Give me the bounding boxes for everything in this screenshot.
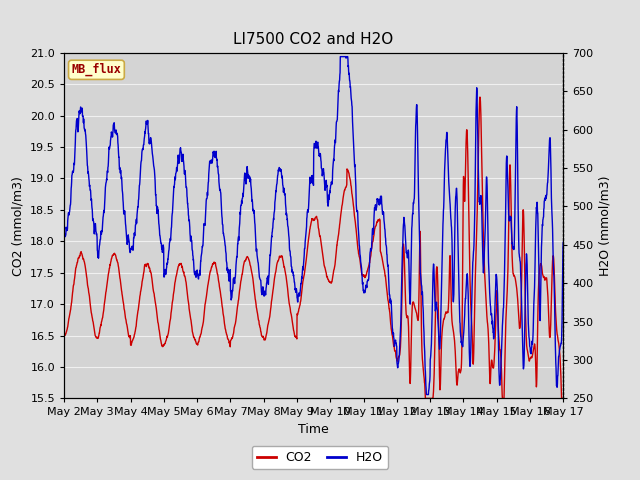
CO2 — [516, 325, 524, 331]
Legend: CO2, H2O: CO2, H2O — [252, 446, 388, 469]
Line: H2O: H2O — [64, 57, 563, 395]
H2O — [337, 54, 344, 60]
H2O — [339, 54, 346, 60]
Y-axis label: CO2 (mmol/m3): CO2 (mmol/m3) — [12, 176, 25, 276]
CO2 — [529, 348, 537, 353]
H2O — [422, 392, 430, 397]
CO2 — [422, 396, 429, 401]
CO2 — [199, 320, 207, 325]
Y-axis label: H2O (mmol/m3): H2O (mmol/m3) — [599, 175, 612, 276]
H2O — [199, 238, 207, 244]
CO2 — [559, 396, 567, 401]
H2O — [60, 231, 68, 237]
H2O — [328, 180, 335, 185]
H2O — [516, 254, 524, 260]
H2O — [559, 240, 567, 245]
H2O — [529, 319, 537, 324]
Text: MB_flux: MB_flux — [72, 63, 122, 76]
CO2 — [328, 279, 335, 285]
CO2 — [458, 296, 466, 302]
H2O — [459, 344, 467, 349]
Title: LI7500 CO2 and H2O: LI7500 CO2 and H2O — [234, 33, 394, 48]
CO2 — [339, 201, 346, 207]
CO2 — [476, 94, 484, 100]
X-axis label: Time: Time — [298, 423, 329, 436]
Line: CO2: CO2 — [64, 97, 563, 398]
CO2 — [60, 331, 68, 337]
